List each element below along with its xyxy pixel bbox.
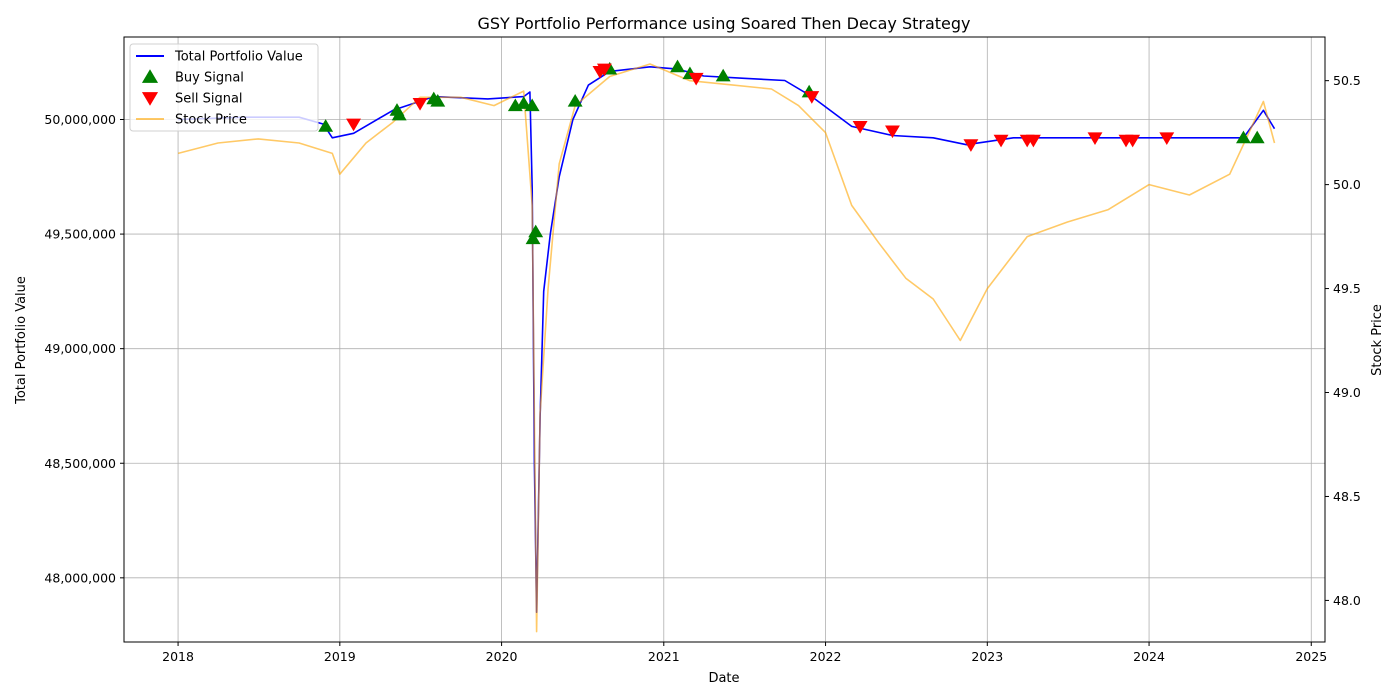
y-right-tick-label: 49.0 (1333, 385, 1361, 400)
sell-signal-marker (346, 118, 362, 132)
y-right-axis-title: Stock Price (1370, 304, 1385, 376)
legend-label: Stock Price (175, 113, 247, 128)
signal-markers (318, 59, 1265, 245)
buy-signal-marker (1236, 130, 1251, 144)
sell-signal-marker (852, 120, 868, 134)
x-tick-label: 2024 (1133, 649, 1165, 664)
sell-signal-marker (885, 125, 900, 139)
sell-signal-marker (412, 98, 428, 111)
y-right-tick-label: 48.5 (1333, 489, 1361, 504)
y-left-tick-label: 49,500,000 (44, 227, 116, 242)
buy-signal-marker (567, 93, 583, 107)
y-left-tick-label: 48,000,000 (44, 570, 116, 585)
sell-signal-marker (596, 63, 612, 77)
legend-stock-price: Stock Price (136, 113, 247, 128)
legend-sell-signal: Sell Signal (141, 92, 243, 107)
buy-signal-marker (524, 98, 540, 112)
y-right-tick-label: 50.0 (1333, 177, 1361, 192)
x-tick-label: 2020 (486, 649, 518, 664)
sell-signal-marker (963, 139, 979, 152)
buy-signal-marker (516, 96, 532, 109)
y-left-tick-label: 49,000,000 (44, 341, 116, 356)
y-right-tick-label: 50.5 (1333, 73, 1361, 88)
legend-label: Total Portfolio Value (174, 50, 303, 65)
sell-signal-marker (1125, 134, 1141, 148)
x-tick-label: 2021 (648, 649, 680, 664)
axes: 2018 2019 2020 2021 2022 2023 2024 2025 48,000,0… (44, 73, 1360, 664)
y-right-tick-label: 48.0 (1333, 593, 1361, 608)
legend-swatch (141, 69, 159, 83)
legend-buy-signal: Buy Signal (141, 69, 244, 86)
x-tick-label: 2022 (810, 649, 842, 664)
buy-signal-marker (528, 224, 544, 238)
x-tick-label: 2019 (324, 649, 356, 664)
y-left-tick-label: 50,000,000 (44, 112, 116, 127)
chart-title: GSY Portfolio Performance using Soared T… (477, 14, 970, 33)
legend: Total Portfolio Value Buy Signal Sell Sign… (129, 43, 319, 132)
sell-signal-marker (688, 72, 704, 86)
buy-signal-marker (525, 231, 541, 245)
buy-signal-marker (318, 119, 334, 132)
legend-box (129, 43, 319, 132)
sell-signal-marker (1159, 132, 1175, 146)
sell-signal-marker (993, 134, 1009, 148)
legend-label: Buy Signal (175, 71, 244, 86)
buy-signal-marker (1249, 130, 1265, 144)
legend-swatch (141, 92, 159, 106)
x-axis-title: Date (708, 671, 739, 686)
buy-signal-marker (430, 93, 446, 107)
buy-signal-marker (670, 59, 685, 73)
buy-signal-marker (391, 107, 407, 121)
plot-frame (123, 36, 1326, 643)
stock-price-line (177, 63, 1276, 633)
sell-signal-marker (1025, 134, 1041, 148)
x-tick-label: 2025 (1295, 649, 1327, 664)
buy-signal-marker (715, 68, 731, 82)
x-tick-label: 2018 (162, 649, 194, 664)
y-left-axis-title: Total Portfolio Value (14, 276, 29, 405)
legend-label: Sell Signal (175, 92, 243, 107)
legend-portfolio-value: Total Portfolio Value (136, 50, 303, 65)
x-tick-label: 2023 (971, 649, 1003, 664)
sell-signal-marker (1087, 132, 1103, 146)
y-left-tick-label: 48,500,000 (44, 456, 116, 471)
sell-signal-marker (804, 91, 820, 104)
grid (124, 37, 1325, 642)
y-right-tick-label: 49.5 (1333, 281, 1361, 296)
